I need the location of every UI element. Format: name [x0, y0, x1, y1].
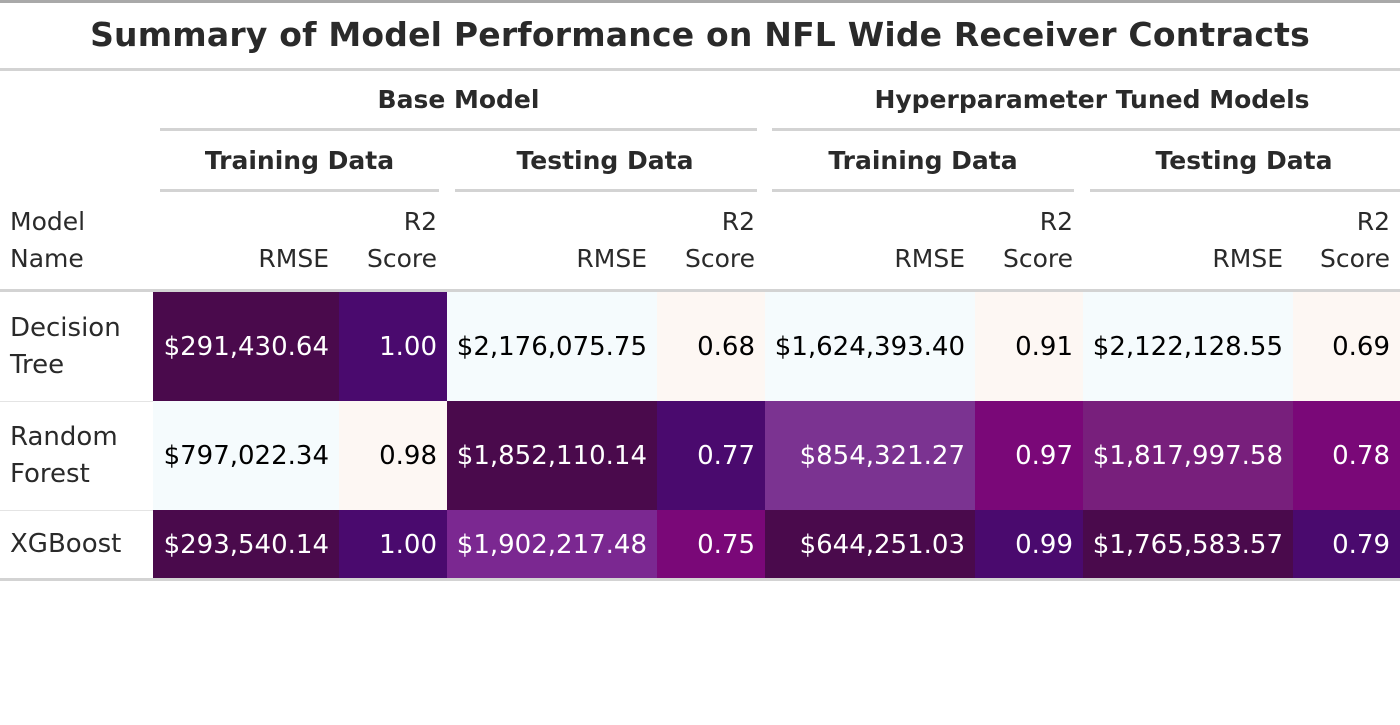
- table-cell-r2: 0.69: [1293, 292, 1400, 401]
- subspanner-base-training: Training Data: [204, 146, 395, 175]
- table-cell-rmse: $293,540.14: [153, 510, 339, 579]
- table-cell-rmse: $644,251.03: [765, 510, 975, 579]
- col-header-line1: R2: [403, 207, 437, 236]
- col-header-line1: R2: [1356, 207, 1390, 236]
- col-header-line2: RMSE: [894, 244, 965, 273]
- subspanner-base-testing: Testing Data: [516, 146, 694, 175]
- row-label: Decision Tree: [10, 292, 121, 401]
- table-cell-r2: 1.00: [339, 510, 447, 579]
- col-header-line2: Score: [684, 244, 755, 273]
- table-cell-rmse: $1,765,583.57: [1083, 510, 1293, 579]
- row-label-text: Decision Tree: [10, 310, 121, 384]
- table-cell-rmse: $1,902,217.48: [447, 510, 657, 579]
- stub-header: Model Name: [10, 203, 85, 277]
- row-label-line1: Decision: [10, 312, 121, 343]
- spanner-tuned-models: Hyperparameter Tuned Models: [874, 85, 1310, 114]
- spanner-rule-base: [160, 128, 757, 131]
- spanner-base-model: Base Model: [377, 85, 540, 114]
- table-cell-rmse: $1,624,393.40: [765, 292, 975, 401]
- row-label-line2: Tree: [10, 349, 65, 380]
- row-label: XGBoost: [10, 510, 121, 579]
- subspanner-rule-4: [1090, 189, 1400, 192]
- title-rule: [0, 68, 1400, 71]
- row-label-text: XGBoost: [10, 526, 121, 563]
- col-header-line2: RMSE: [1212, 244, 1283, 273]
- table-cell-r2: 1.00: [339, 292, 447, 401]
- table-cell-rmse: $2,122,128.55: [1083, 292, 1293, 401]
- table-cell-r2: 0.79: [1293, 510, 1400, 579]
- table-cell-rmse: $854,321.27: [765, 401, 975, 510]
- subspanner-tuned-testing: Testing Data: [1155, 146, 1333, 175]
- bottom-rule: [0, 578, 1400, 581]
- col-header-spacer: [765, 203, 965, 240]
- row-label-text: Random Forest: [10, 419, 118, 493]
- table-cell-rmse: $1,852,110.14: [447, 401, 657, 510]
- table-cell-r2: 0.98: [339, 401, 447, 510]
- col-header-r2-score: R2 Score: [339, 203, 437, 277]
- row-label-line1: XGBoost: [10, 529, 122, 559]
- table-cell-r2: 0.68: [657, 292, 765, 401]
- table-cell-r2: 0.91: [975, 292, 1083, 401]
- col-header-line1: R2: [1039, 207, 1073, 236]
- col-header-line2: RMSE: [576, 244, 647, 273]
- table-cell-rmse: $291,430.64: [153, 292, 339, 401]
- col-header-line2: Score: [1002, 244, 1073, 273]
- stub-header-line1: Model: [10, 207, 86, 236]
- top-rule: [0, 0, 1400, 3]
- stub-header-line2: Name: [10, 244, 84, 273]
- table-cell-rmse: $1,817,997.58: [1083, 401, 1293, 510]
- table-title: Summary of Model Performance on NFL Wide…: [90, 15, 1310, 54]
- col-header-line2: Score: [1319, 244, 1390, 273]
- col-header-spacer: [447, 203, 647, 240]
- col-header-rmse: RMSE: [765, 203, 965, 277]
- col-header-r2-score: R2 Score: [657, 203, 755, 277]
- table-cell-r2: 0.78: [1293, 401, 1400, 510]
- col-header-line2: Score: [366, 244, 437, 273]
- row-label: Random Forest: [10, 401, 118, 510]
- table-cell-rmse: $797,022.34: [153, 401, 339, 510]
- col-header-line2: RMSE: [258, 244, 329, 273]
- row-label-line1: Random: [10, 421, 118, 452]
- subspanner-rule-1: [160, 189, 439, 192]
- col-header-spacer: [1083, 203, 1283, 240]
- col-header-r2-score: R2 Score: [975, 203, 1073, 277]
- table-cell-r2: 0.99: [975, 510, 1083, 579]
- table-cell-r2: 0.97: [975, 401, 1083, 510]
- header-rule: [0, 289, 1400, 292]
- subspanner-rule-3: [772, 189, 1074, 192]
- subspanner-rule-2: [455, 189, 757, 192]
- table-cell-r2: 0.77: [657, 401, 765, 510]
- col-header-spacer: [153, 203, 329, 240]
- col-header-rmse: RMSE: [1083, 203, 1283, 277]
- spanner-rule-tuned: [772, 128, 1400, 131]
- col-header-rmse: RMSE: [153, 203, 329, 277]
- table-cell-rmse: $2,176,075.75: [447, 292, 657, 401]
- col-header-r2-score: R2 Score: [1293, 203, 1390, 277]
- col-header-rmse: RMSE: [447, 203, 647, 277]
- col-header-line1: R2: [721, 207, 755, 236]
- table-cell-r2: 0.75: [657, 510, 765, 579]
- row-label-line2: Forest: [10, 458, 90, 489]
- subspanner-tuned-training: Training Data: [828, 146, 1018, 175]
